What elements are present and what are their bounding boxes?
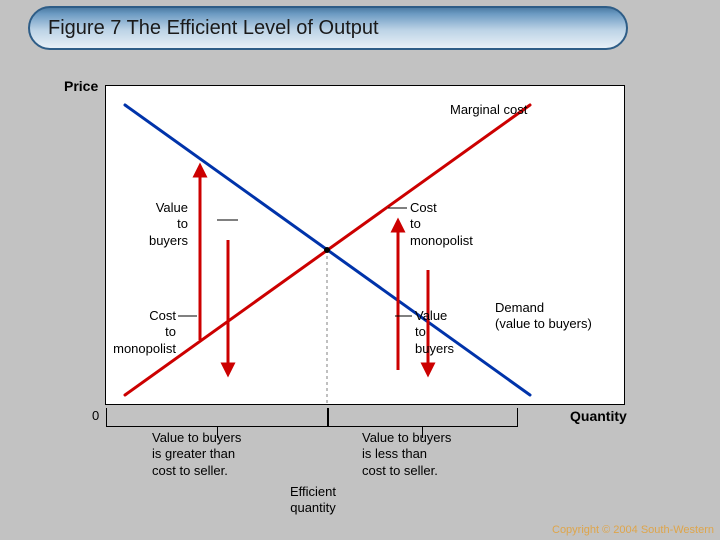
bracket-left xyxy=(106,408,329,427)
caption-left: Value to buyersis greater thancost to se… xyxy=(152,430,241,479)
label-cost-to-monopolist-right: Costtomonopolist xyxy=(410,200,473,249)
intersection-point xyxy=(324,247,330,253)
label-value-to-buyers-left: Valuetobuyers xyxy=(149,200,188,249)
label-value-to-buyers-right: Valuetobuyers xyxy=(415,308,454,357)
demand-label: Demand(value to buyers) xyxy=(495,300,592,333)
mc-label: Marginal cost xyxy=(450,102,527,118)
copyright-notice: Copyright © 2004 South-Western xyxy=(552,524,714,536)
caption-efficient-quantity: Efficientquantity xyxy=(290,484,336,517)
label-cost-to-monopolist-left: Costtomonopolist xyxy=(113,308,176,357)
bracket-right xyxy=(327,408,518,427)
chart-svg xyxy=(0,0,720,540)
caption-right: Value to buyersis less thancost to selle… xyxy=(362,430,451,479)
